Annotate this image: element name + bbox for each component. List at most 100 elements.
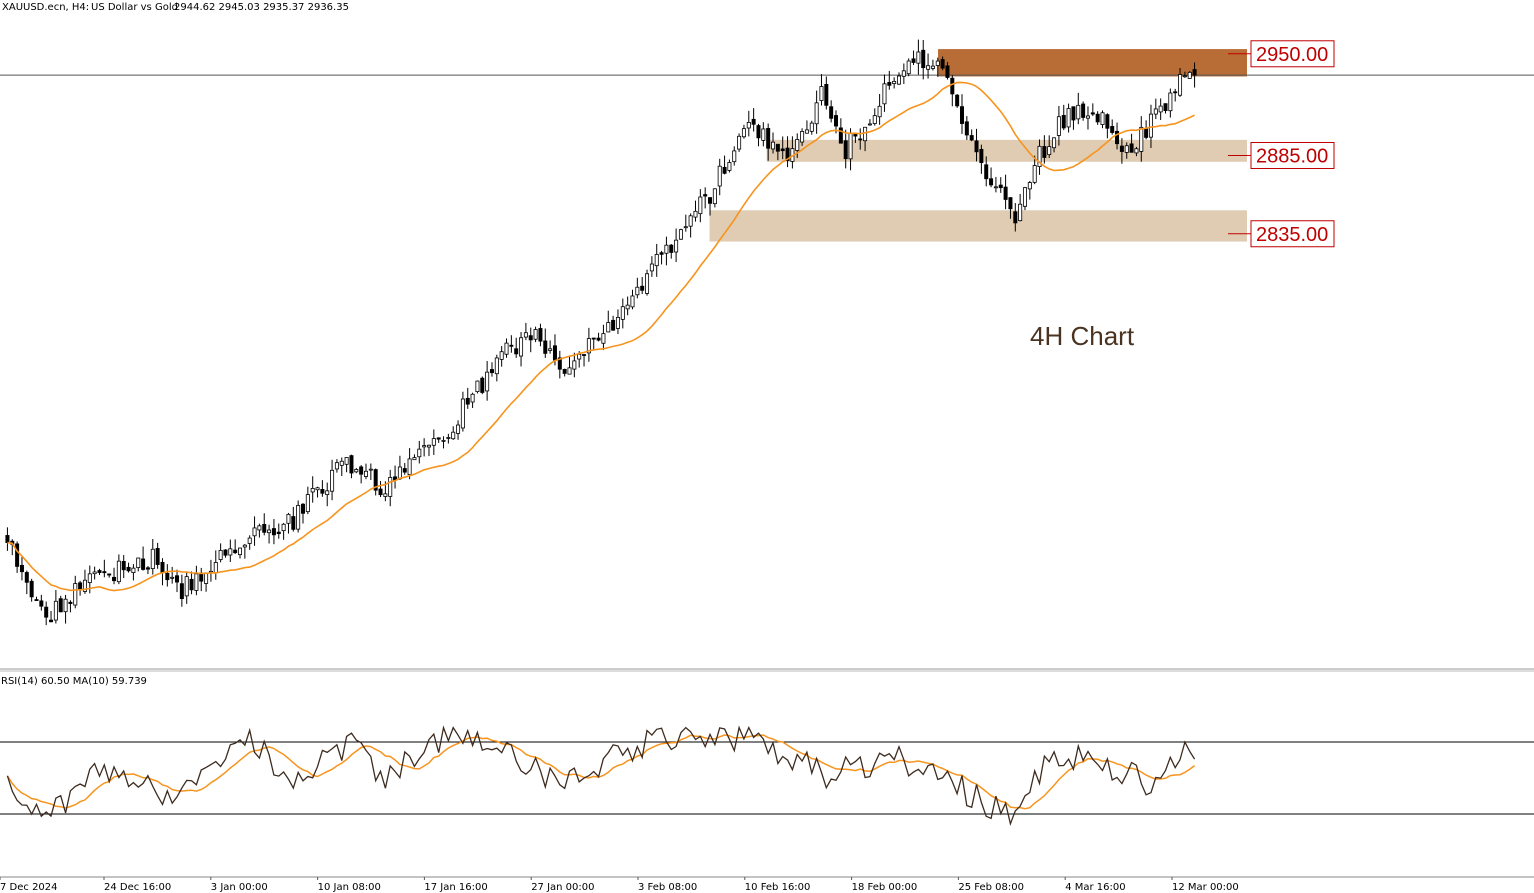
candle	[436, 437, 441, 443]
candle	[320, 480, 325, 497]
candle	[199, 567, 204, 592]
candle	[29, 578, 34, 602]
candle	[829, 100, 834, 123]
candle	[1178, 68, 1183, 97]
candle	[431, 429, 436, 455]
candle	[572, 352, 577, 378]
candle	[824, 76, 829, 110]
candle	[126, 562, 131, 573]
x-tick-label: 18 Feb 00:00	[852, 882, 918, 893]
candle	[1100, 110, 1105, 129]
candle	[732, 146, 737, 166]
candle	[349, 454, 354, 479]
candle	[814, 90, 819, 134]
candle	[97, 568, 102, 576]
level-value: 2950.00	[1256, 44, 1328, 66]
candle	[334, 459, 339, 473]
candle	[417, 440, 422, 464]
candle	[460, 391, 465, 432]
candle	[426, 444, 431, 457]
candle	[475, 380, 480, 394]
candle	[688, 213, 693, 238]
x-tick-label: 12 Mar 00:00	[1172, 882, 1239, 893]
candle	[509, 335, 514, 353]
candle	[843, 129, 848, 169]
candle	[68, 600, 73, 613]
candle	[73, 575, 78, 609]
candle	[204, 572, 209, 592]
candle	[228, 539, 233, 562]
candle	[930, 59, 935, 71]
candle	[998, 177, 1003, 193]
candle	[310, 476, 315, 503]
candle	[1018, 193, 1023, 222]
candle	[804, 120, 809, 134]
candlestick-series	[5, 39, 1197, 626]
candle	[1119, 138, 1124, 164]
candle	[1076, 92, 1081, 125]
candle	[1022, 187, 1027, 211]
x-tick-label: 24 Dec 16:00	[104, 882, 171, 893]
level-label-2: 2835.00	[1228, 220, 1335, 248]
candle	[252, 516, 257, 546]
candle	[339, 457, 344, 477]
candle	[112, 567, 117, 585]
candle	[150, 539, 155, 575]
candle	[1090, 103, 1095, 116]
candle	[1192, 62, 1197, 88]
candle	[184, 571, 189, 604]
candle	[722, 155, 727, 175]
candle	[543, 328, 548, 358]
candle	[1115, 122, 1120, 150]
candle	[344, 457, 349, 473]
candle	[19, 556, 24, 581]
level-value: 2835.00	[1256, 224, 1328, 246]
candle	[1042, 135, 1047, 164]
candle	[1105, 113, 1110, 139]
candle	[528, 327, 533, 353]
candle	[286, 512, 291, 534]
candle	[901, 63, 906, 84]
candle	[756, 123, 761, 147]
candle	[761, 122, 766, 147]
candle	[39, 594, 44, 611]
candle	[480, 376, 485, 395]
candle	[82, 569, 87, 594]
x-tick-label: 25 Feb 08:00	[958, 882, 1024, 893]
candle	[489, 362, 494, 377]
rsi-header: RSI(14) 60.50 MA(10) 59.739	[1, 676, 147, 687]
candle	[625, 296, 630, 316]
candle	[141, 546, 146, 571]
candle	[24, 570, 29, 595]
candle	[533, 326, 538, 343]
candle	[567, 356, 572, 375]
candle	[315, 486, 320, 498]
candle	[523, 322, 528, 341]
candle	[359, 465, 364, 484]
candle	[53, 590, 58, 624]
candle	[1071, 106, 1076, 130]
candle	[887, 70, 892, 90]
candle	[586, 327, 591, 362]
candle	[1173, 88, 1178, 102]
chart-annotation: 4H Chart	[1030, 321, 1135, 351]
candle	[451, 426, 456, 440]
candle	[654, 243, 659, 277]
rsi-ma-line	[6, 734, 1196, 810]
candle	[989, 167, 994, 188]
x-tick-label: 10 Feb 16:00	[745, 882, 811, 893]
candle	[659, 250, 664, 265]
candle	[107, 573, 112, 578]
candle	[1139, 116, 1144, 162]
candle	[465, 387, 470, 409]
candle	[1013, 203, 1018, 232]
candle	[470, 392, 475, 408]
candle	[712, 188, 717, 208]
candle	[664, 236, 669, 266]
candle	[955, 94, 960, 108]
x-tick-label: 17 Jan 16:00	[424, 882, 487, 893]
candle	[296, 500, 301, 533]
candle	[145, 565, 150, 575]
candle	[1144, 120, 1149, 140]
